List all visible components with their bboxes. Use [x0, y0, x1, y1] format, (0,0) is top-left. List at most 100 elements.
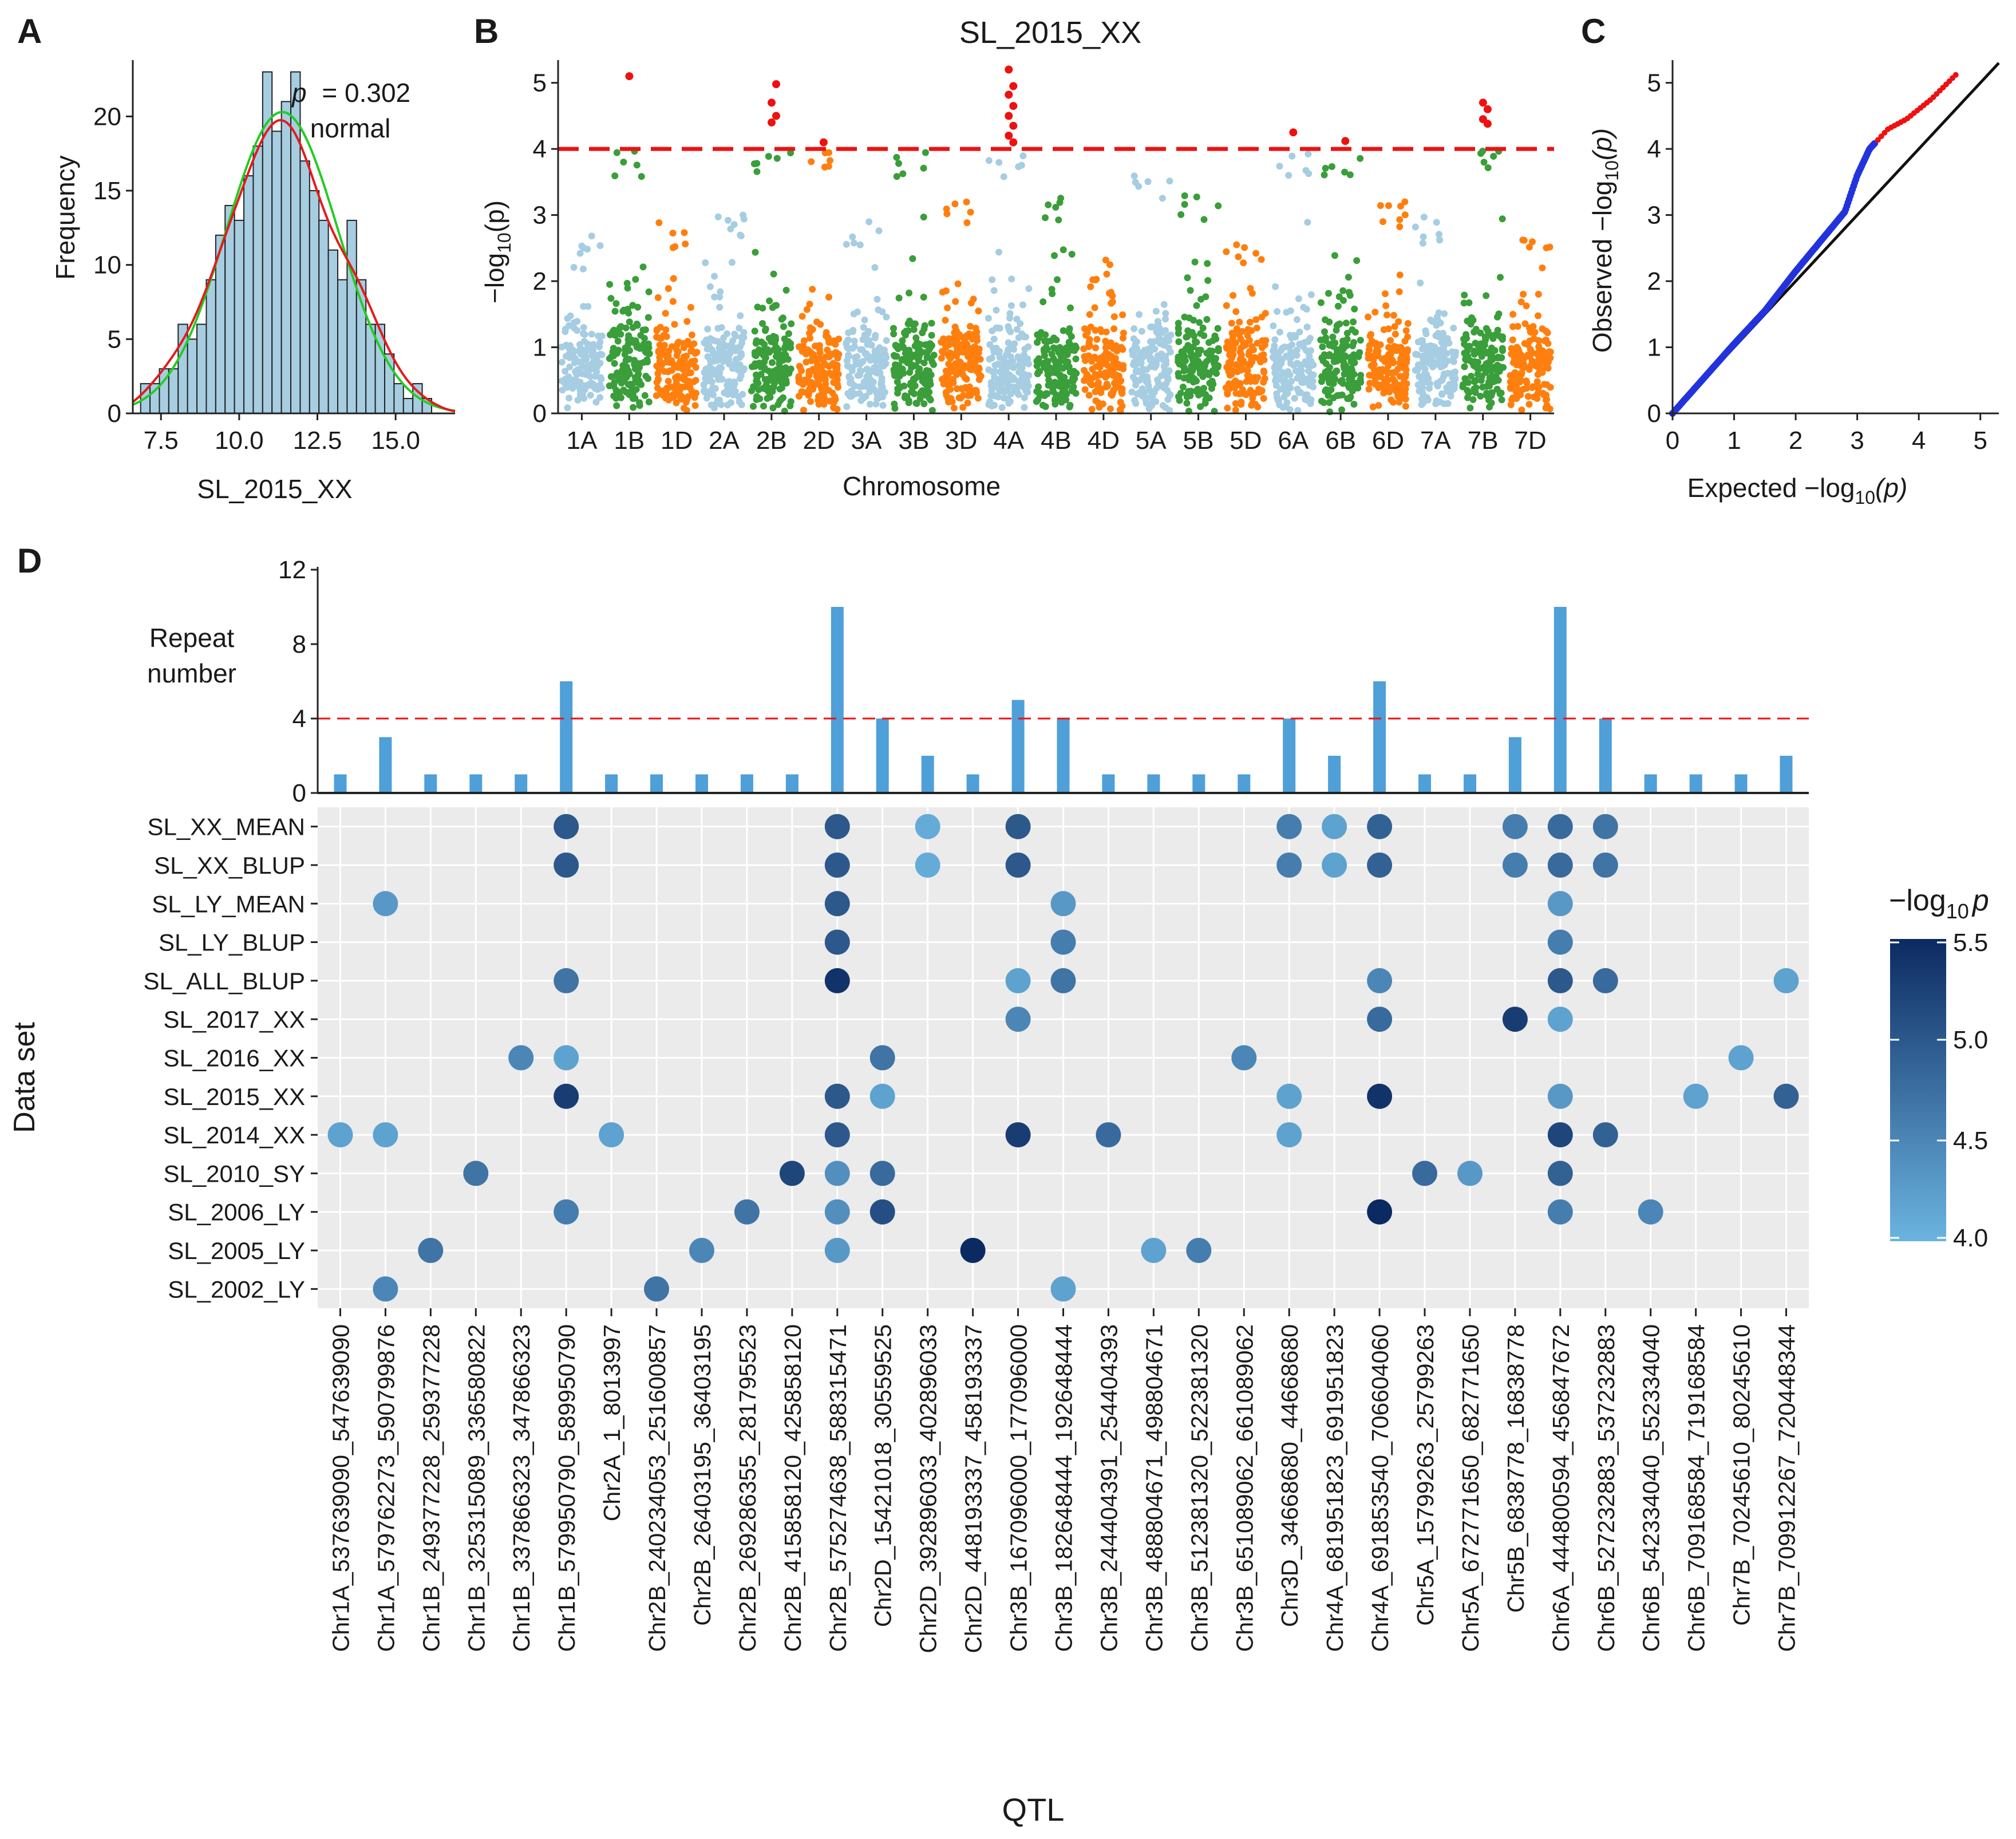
- manhattan-point: [753, 374, 761, 381]
- qtl-label: Chr2A_1_8013997: [599, 1324, 625, 1521]
- repeat-y-tick-label: 8: [292, 630, 306, 658]
- manhattan-point: [611, 360, 618, 367]
- manhattan-point: [1148, 393, 1156, 401]
- manhattan-point: [1093, 363, 1100, 370]
- manhattan-point: [862, 393, 869, 400]
- manhattan-point: [782, 356, 789, 363]
- manhattan-point: [1329, 333, 1337, 341]
- qtl-dot: [824, 891, 850, 917]
- manhattan-point: [571, 325, 578, 332]
- manhattan-point: [1545, 348, 1553, 356]
- manhattan-point: [700, 381, 707, 388]
- significant-point: [1005, 132, 1013, 140]
- qq-x-tick-label: 0: [1666, 427, 1679, 455]
- manhattan-point: [957, 394, 964, 402]
- qq-ylabel-prefix: Observed −log: [1587, 181, 1617, 353]
- manhattan-point: [1148, 323, 1156, 330]
- manhattan-point: [1271, 336, 1279, 344]
- qtl-dot: [1367, 1007, 1393, 1032]
- manhattan-point: [1518, 370, 1525, 378]
- manhattan-point: [1109, 298, 1116, 306]
- manhattan-point: [1086, 311, 1093, 318]
- manhattan-point: [1530, 393, 1537, 401]
- manhattan-point: [1333, 367, 1341, 374]
- manhattan-point: [1025, 285, 1033, 293]
- manhattan-point: [1235, 253, 1242, 261]
- manhattan-point: [947, 354, 954, 362]
- manhattan-point: [990, 287, 998, 294]
- manhattan-point: [832, 341, 839, 348]
- manhattan-point: [951, 200, 959, 208]
- manhattan-point: [799, 313, 806, 320]
- chromosome-label: 2B: [756, 427, 787, 455]
- manhattan-point: [1369, 403, 1377, 411]
- manhattan-point: [1177, 389, 1184, 397]
- manhattan-point: [1058, 380, 1065, 388]
- manhattan-point: [702, 259, 709, 266]
- manhattan-point: [1403, 380, 1410, 388]
- manhattan-point: [1106, 261, 1113, 269]
- qtl-dot: [1050, 929, 1076, 955]
- manhattan-point: [1471, 329, 1478, 336]
- manhattan-point: [724, 401, 732, 409]
- histogram-bar: [271, 131, 282, 414]
- manhattan-point: [1069, 377, 1077, 385]
- legend-colorbar: [1890, 939, 1946, 1241]
- qq-x-tick-label: 2: [1789, 427, 1802, 455]
- manhattan-point: [806, 385, 813, 393]
- histogram-bar: [205, 279, 216, 414]
- manhattan-point: [827, 157, 833, 164]
- manhattan-point: [567, 312, 574, 319]
- manhattan-point: [1135, 358, 1142, 366]
- manhattan-point: [865, 370, 873, 378]
- manhattan-point: [1543, 364, 1549, 371]
- manhattan-point: [765, 153, 772, 160]
- manhattan-point: [892, 342, 899, 349]
- manhattan-point: [782, 364, 789, 372]
- histogram-y-tick-label: 5: [108, 325, 121, 353]
- manhattan-point: [628, 384, 635, 391]
- qtl-label: Chr6A_444800594_456847672: [1548, 1324, 1574, 1652]
- manhattan-point: [874, 346, 881, 354]
- manhattan-point: [1529, 323, 1537, 330]
- manhattan-point: [717, 356, 724, 363]
- manhattan-point: [1508, 345, 1515, 352]
- manhattan-point: [966, 330, 973, 338]
- manhattan-point: [1023, 376, 1030, 384]
- manhattan-point: [1521, 320, 1529, 327]
- manhattan-point: [1281, 344, 1288, 350]
- manhattan-point: [818, 384, 825, 391]
- manhattan-point: [1167, 348, 1174, 356]
- manhattan-point: [1202, 391, 1209, 398]
- manhattan-point: [867, 401, 873, 408]
- manhattan-point: [825, 339, 833, 346]
- histogram-bar: [346, 219, 357, 414]
- manhattan-point: [1471, 378, 1478, 385]
- manhattan-point: [1246, 349, 1253, 356]
- manhattan-point: [1175, 373, 1183, 380]
- manhattan-point: [1420, 233, 1427, 240]
- qtl-dot: [554, 1045, 579, 1071]
- manhattan-point: [927, 371, 935, 378]
- repeat-bar: [650, 774, 663, 793]
- manhattan-point: [1412, 366, 1419, 374]
- manhattan-point: [670, 275, 677, 282]
- manhattan-point: [626, 347, 633, 354]
- qtl-dot: [734, 1199, 760, 1225]
- manhattan-point: [1006, 375, 1013, 382]
- manhattan-point: [1048, 286, 1056, 293]
- manhattan-point: [645, 350, 652, 357]
- manhattan-point: [1181, 201, 1188, 208]
- manhattan-point: [860, 323, 867, 331]
- manhattan-point: [1325, 290, 1332, 297]
- manhattan-point: [1348, 366, 1355, 374]
- manhattan-point: [859, 346, 866, 353]
- manhattan-point: [1041, 352, 1048, 359]
- manhattan-point: [1145, 382, 1152, 389]
- qtl-label: Chr1A_537639090_547639090: [328, 1324, 354, 1652]
- manhattan-point: [821, 360, 828, 367]
- manhattan-point: [916, 347, 924, 354]
- manhattan-point: [890, 325, 897, 332]
- manhattan-ylabel-sub: 10: [494, 232, 515, 253]
- manhattan-point: [1375, 402, 1382, 409]
